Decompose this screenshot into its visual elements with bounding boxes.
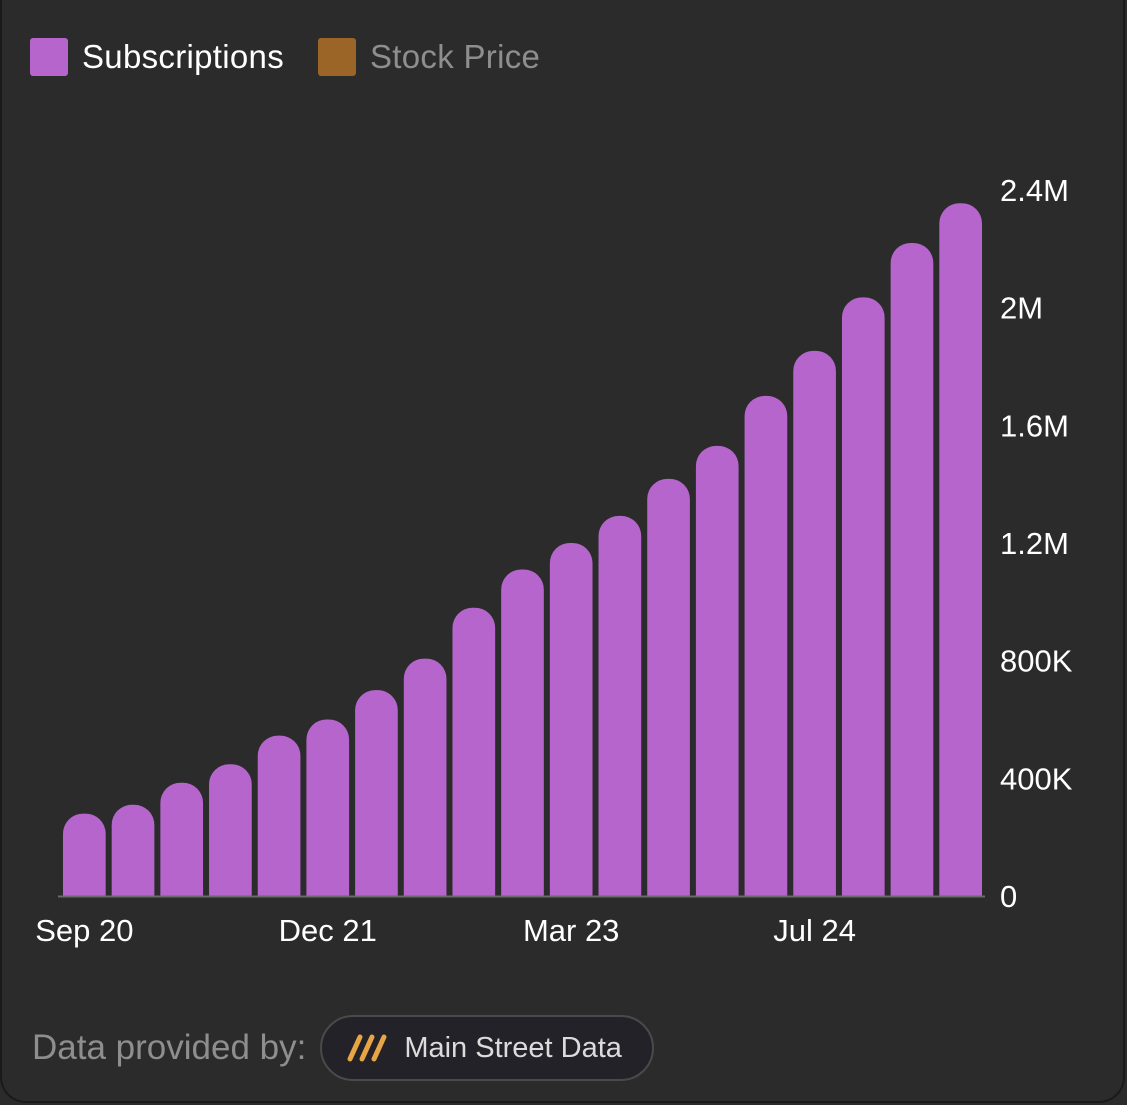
bar-mar-25[interactable]	[939, 203, 982, 897]
y-tick-label: 800K	[1000, 644, 1073, 679]
bar-mar-22[interactable]	[355, 690, 398, 896]
triple-slash-icon	[347, 1034, 387, 1062]
legend-label-stock-price: Stock Price	[370, 38, 541, 75]
x-tick-label: Sep 20	[35, 913, 133, 948]
provider-link[interactable]: Main Street Data	[320, 1015, 654, 1081]
data-attribution: Data provided by: Main Street Data	[32, 1015, 654, 1081]
bar-jun-21[interactable]	[209, 764, 252, 896]
bar-mar-24[interactable]	[744, 395, 788, 896]
bar-dec-20[interactable]	[111, 804, 155, 896]
legend-item-stock-price[interactable]: Stock Price	[318, 38, 540, 76]
bar-jul-24[interactable]	[793, 350, 836, 896]
legend-swatch-stock-price	[318, 38, 356, 76]
bar-sep-24[interactable]	[841, 297, 885, 896]
x-tick-label: Dec 21	[279, 913, 377, 948]
bar-sep-22[interactable]	[452, 607, 496, 896]
y-tick-label: 1.2M	[1000, 526, 1069, 561]
legend-item-subscriptions[interactable]: Subscriptions	[30, 38, 284, 76]
y-tick-label: 0	[1000, 879, 1017, 914]
y-tick-label: 2.4M	[1000, 173, 1069, 208]
legend-label-subscriptions: Subscriptions	[82, 38, 284, 75]
attribution-label: Data provided by:	[32, 1028, 307, 1067]
bar-dec-24[interactable]	[890, 242, 934, 896]
bar-jun-23[interactable]	[598, 515, 642, 896]
legend-swatch-subscriptions	[30, 38, 68, 76]
y-tick-label: 400K	[1000, 761, 1073, 796]
legend: Subscriptions Stock Price	[30, 38, 540, 76]
y-tick-label: 2M	[1000, 291, 1043, 326]
bar-mar-23[interactable]	[549, 543, 593, 896]
bar-mar-21[interactable]	[160, 782, 204, 896]
subscriptions-bar-chart: 0 400K 800K 1.2M 1.6M 2M 2.4M Sep 20 Dec 21 Mar 2…	[35, 173, 1073, 948]
bar-sep-20[interactable]	[63, 813, 106, 896]
y-tick-label: 1.6M	[1000, 408, 1069, 443]
bar-dec-23[interactable]	[695, 445, 739, 896]
x-tick-label: Mar 23	[523, 913, 619, 948]
x-tick-label: Jul 24	[773, 913, 856, 948]
bar-jun-22[interactable]	[403, 658, 447, 896]
bar-dec-21[interactable]	[306, 719, 350, 897]
bar-dec-22[interactable]	[501, 569, 544, 896]
provider-name: Main Street Data	[404, 1031, 622, 1064]
bar-sep-23[interactable]	[647, 478, 690, 896]
bar-sep-21[interactable]	[257, 735, 301, 896]
